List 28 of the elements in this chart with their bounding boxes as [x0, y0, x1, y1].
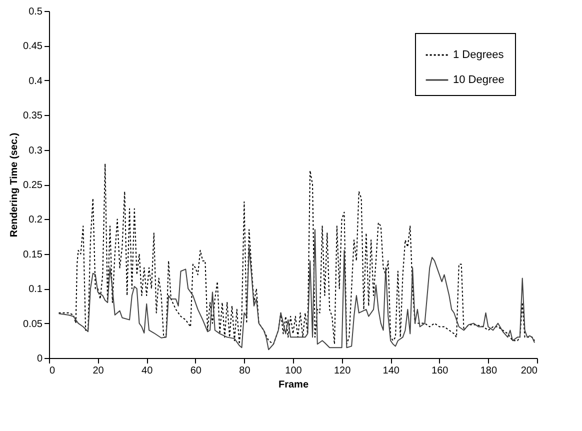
x-tick-label: 180	[480, 366, 498, 376]
x-tick-label: 0	[50, 366, 56, 376]
y-tick-label: 0.4	[28, 76, 43, 87]
line-series	[58, 229, 536, 350]
y-tick-label: 0.35	[23, 110, 43, 122]
y-tick-label: 0	[36, 354, 43, 364]
y-tick-label: 0.15	[23, 249, 43, 260]
y-axis-title: Rendering Time (sec.)	[9, 132, 20, 238]
line-series	[58, 163, 536, 345]
x-axis-title: Frame	[278, 380, 309, 390]
x-tick-label: 160	[432, 366, 449, 376]
x-tick-label: 140	[382, 366, 400, 376]
x-tick-label: 200	[520, 366, 538, 376]
y-tick-label: 0.3	[28, 145, 43, 156]
y-tick-label: 0.05	[23, 318, 43, 330]
x-tick-label: 100	[285, 366, 302, 376]
x-tick-label: 40	[142, 366, 154, 376]
x-tick-label: 20	[92, 366, 104, 376]
x-tick-label: 60	[190, 366, 202, 376]
y-tick-label: 0.2	[28, 214, 43, 226]
y-tick-label: 0.45	[23, 41, 43, 52]
legend-label: 10 Degree	[453, 74, 504, 86]
y-tick-label: 0.25	[23, 180, 43, 191]
x-tick-label: 120	[334, 366, 352, 376]
x-tick-label: 80	[239, 366, 251, 376]
legend-label: 1 Degrees	[453, 49, 504, 61]
y-tick-label: 0.1	[28, 284, 43, 296]
y-tick-label: 0.5	[28, 6, 43, 18]
